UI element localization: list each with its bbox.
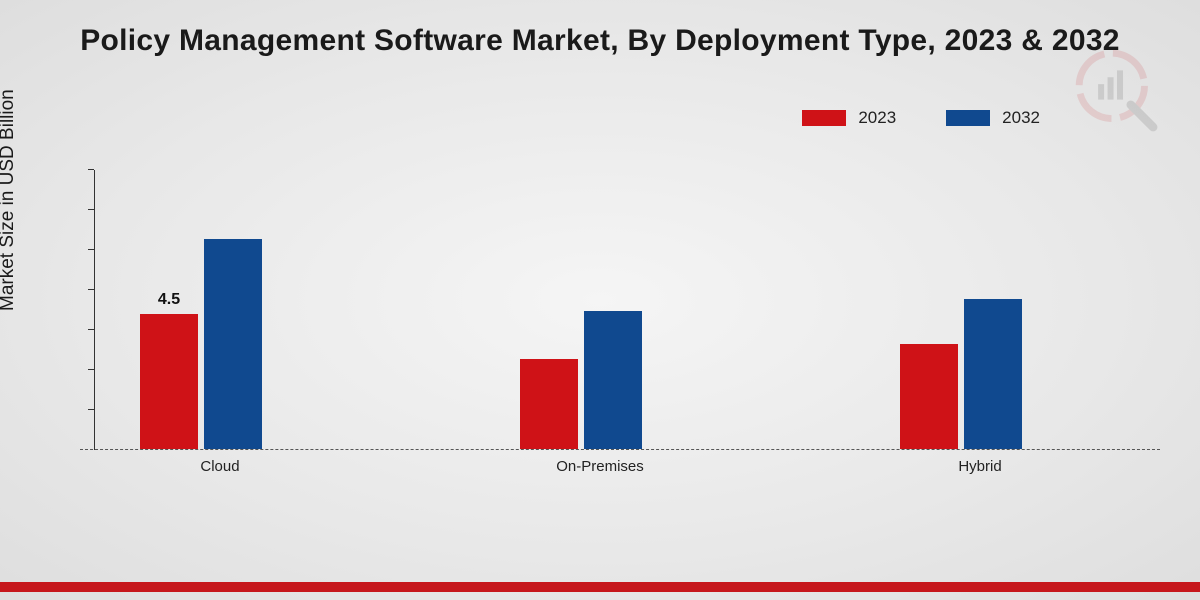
- bar: [520, 359, 578, 449]
- legend-item-2023: 2023: [802, 108, 896, 128]
- legend-label-2032: 2032: [1002, 108, 1040, 128]
- chart-title: Policy Management Software Market, By De…: [0, 24, 1200, 58]
- category-label: Hybrid: [880, 458, 1080, 475]
- legend-swatch-2023: [802, 110, 846, 126]
- y-tick: [88, 209, 94, 210]
- watermark-logo: [1074, 48, 1160, 134]
- y-tick: [88, 249, 94, 250]
- category-label: On-Premises: [500, 458, 700, 475]
- y-tick: [88, 289, 94, 290]
- bar: [900, 344, 958, 449]
- bar-group: On-Premises: [520, 150, 680, 450]
- y-tick: [88, 329, 94, 330]
- bar: [964, 299, 1022, 449]
- bar: [204, 239, 262, 449]
- legend-label-2023: 2023: [858, 108, 896, 128]
- footer-accent-bar: [0, 582, 1200, 592]
- bar: [584, 311, 642, 449]
- bar-group: Hybrid: [900, 150, 1060, 450]
- plot-area: 4.5Cloud On-Premises Hybrid: [80, 150, 1160, 450]
- bar-group: 4.5Cloud: [140, 150, 300, 450]
- y-axis-line: [94, 170, 95, 450]
- y-tick: [88, 169, 94, 170]
- legend-swatch-2032: [946, 110, 990, 126]
- legend-item-2032: 2032: [946, 108, 1040, 128]
- bar: [140, 314, 198, 449]
- category-label: Cloud: [120, 458, 320, 475]
- y-tick: [88, 409, 94, 410]
- y-axis-label: Market Size in USD Billion: [0, 89, 19, 311]
- legend: 2023 2032: [802, 108, 1040, 128]
- y-tick: [88, 369, 94, 370]
